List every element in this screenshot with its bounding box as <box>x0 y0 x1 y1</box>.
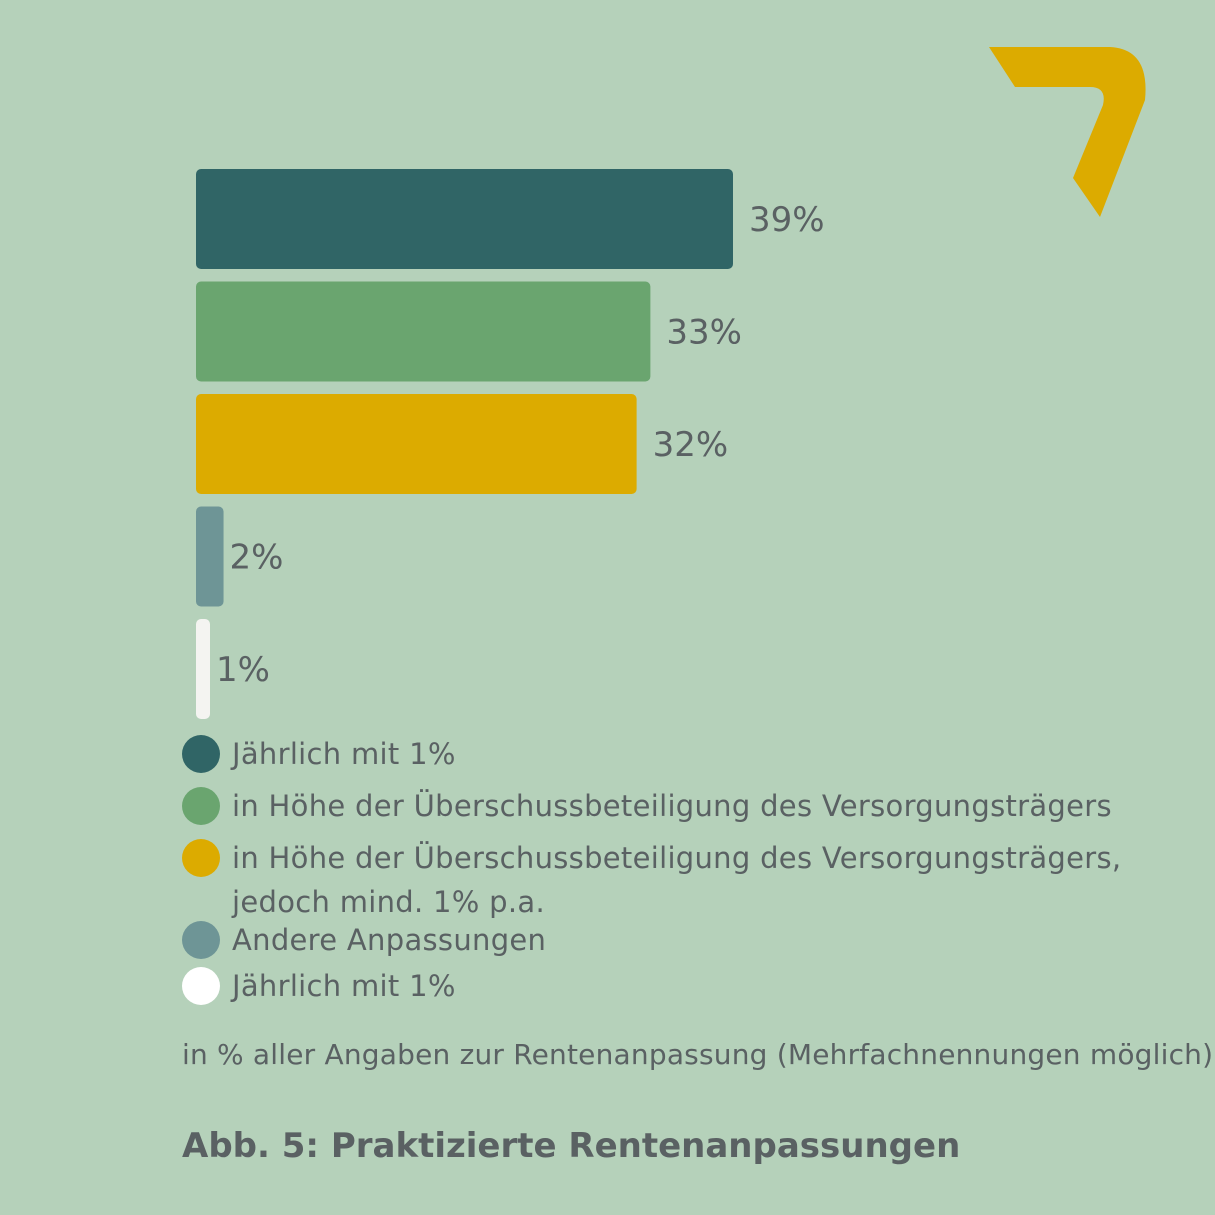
legend-marker <box>182 839 220 877</box>
bar-value-label: 39% <box>749 200 825 240</box>
figure-caption: Abb. 5: Praktizierte Rentenanpassungen <box>182 1126 961 1166</box>
bar <box>196 169 733 269</box>
legend-item: in Höhe der Überschussbeteiligung des Ve… <box>182 836 1121 924</box>
bar-value-label: 2% <box>230 538 284 578</box>
bar <box>196 281 651 382</box>
bar <box>196 506 224 607</box>
legend-label: Jährlich mit 1% <box>232 969 456 1003</box>
legend-label: in Höhe der Überschussbeteiligung des Ve… <box>232 789 1112 823</box>
legend-item: Andere Anpassungen <box>182 918 546 962</box>
legend-item: in Höhe der Überschussbeteiligung des Ve… <box>182 784 1112 828</box>
legend-marker <box>182 735 220 773</box>
legend-label: Jährlich mit 1% <box>232 737 456 771</box>
legend-marker <box>182 921 220 959</box>
bar-value-label: 33% <box>666 313 742 353</box>
legend-label: Andere Anpassungen <box>232 923 547 957</box>
legend-label: in Höhe der Überschussbeteiligung des Ve… <box>232 841 1122 919</box>
legend-item: Jährlich mit 1% <box>182 732 456 776</box>
bar-value-label: 1% <box>216 650 270 690</box>
bar <box>196 619 210 719</box>
bar <box>196 394 637 494</box>
legend-item: Jährlich mit 1% <box>182 964 456 1008</box>
legend-marker <box>182 787 220 825</box>
legend-marker <box>182 967 220 1005</box>
bar-value-label: 32% <box>653 425 729 465</box>
chevron-logo-icon <box>989 47 1146 217</box>
chart-note: in % aller Angaben zur Rentenanpassung (… <box>182 1038 1214 1071</box>
